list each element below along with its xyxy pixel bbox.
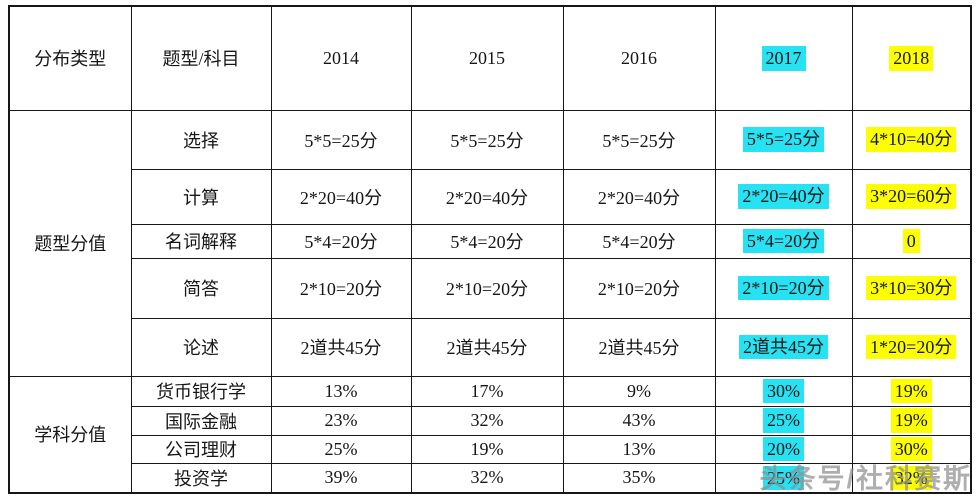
value-cell: 13%: [562, 434, 716, 464]
highlighted-year-2017: 2017: [761, 46, 806, 71]
row-label: 国际金融: [130, 405, 272, 436]
value-cell: 43%: [562, 405, 716, 436]
value-cell: 5*4=20分: [270, 223, 412, 259]
highlighted-value: 20%: [763, 436, 804, 462]
header-year-2016: 2016: [562, 5, 716, 111]
table-row-term-explanation: 名词解释 5*4=20分 5*4=20分 5*4=20分 5*4=20分 0: [9, 223, 972, 259]
value-cell: 2*20=40分: [270, 168, 412, 225]
row-label: 选择: [130, 109, 272, 170]
value-cell: 23%: [270, 405, 412, 436]
header-year-2015: 2015: [410, 5, 564, 111]
value-cell: 19%: [851, 405, 972, 436]
row-label: 简答: [130, 257, 272, 319]
value-cell: 32%: [410, 405, 564, 436]
highlighted-value: 19%: [890, 408, 932, 433]
value-cell: 19%: [410, 434, 564, 464]
value-cell: 2*10=20分: [562, 257, 716, 319]
table-row-corporate-finance: 公司理财 25% 19% 13% 20% 30%: [9, 434, 972, 464]
value-cell: 5*4=20分: [410, 223, 564, 259]
value-cell: 0: [851, 223, 972, 259]
value-cell: 17%: [410, 375, 564, 407]
highlighted-value: 2*10=20分: [738, 275, 829, 301]
value-cell: 2*10=20分: [410, 257, 564, 319]
highlighted-value: 19%: [890, 378, 932, 404]
value-cell: 2*20=40分: [410, 168, 564, 225]
table-row-calculation: 计算 2*20=40分 2*20=40分 2*20=40分 2*20=40分 3…: [9, 168, 972, 225]
highlighted-value: 5*5=25分: [742, 127, 825, 152]
value-cell: 5*5=25分: [562, 109, 716, 170]
highlighted-value: 5*4=20分: [742, 228, 825, 254]
value-cell: 2道共45分: [714, 317, 853, 377]
value-cell: 39%: [270, 462, 412, 494]
row-label: 论述: [130, 317, 272, 377]
value-cell: 30%: [851, 434, 972, 464]
highlighted-value: 30%: [890, 436, 932, 462]
highlighted-value: 3*10=30分: [866, 275, 957, 301]
value-cell: 2*20=40分: [562, 168, 716, 225]
row-label: 货币银行学: [130, 375, 272, 407]
table-row-international-finance: 国际金融 23% 32% 43% 25% 19%: [9, 405, 972, 436]
value-cell: 20%: [714, 434, 853, 464]
highlighted-value: 4*10=40分: [866, 127, 957, 152]
header-year-2018: 2018: [851, 5, 972, 111]
value-cell: 13%: [270, 375, 412, 407]
highlighted-year-2018: 2018: [889, 46, 934, 71]
value-cell: 32%: [410, 462, 564, 494]
section-label-subject-scores: 学科分值: [8, 375, 132, 494]
value-cell: 5*5=25分: [410, 109, 564, 170]
value-cell: 5*4=20分: [562, 223, 716, 259]
table-row-choice: 题型分值 选择 5*5=25分 5*5=25分 5*5=25分 5*5=25分 …: [8, 109, 972, 377]
highlighted-value: 2*20=40分: [738, 184, 829, 209]
value-cell: 3*10=30分: [851, 257, 972, 319]
value-cell: 25%: [714, 405, 853, 436]
value-cell: 2道共45分: [410, 317, 564, 377]
value-cell: 5*5=25分: [270, 109, 412, 170]
header-question-or-subject: 题型/科目: [130, 5, 272, 111]
score-distribution-table: 分布类型 题型/科目 2014 2015 2016 2017 2018 题型分值…: [8, 5, 972, 494]
highlighted-value: 0: [902, 228, 920, 254]
value-cell: 2道共45分: [562, 317, 716, 377]
value-cell: 35%: [562, 462, 716, 494]
section-label-question-type-scores: 题型分值: [8, 109, 132, 377]
value-cell: 5*4=20分: [714, 223, 853, 259]
value-cell: 2*20=40分: [714, 168, 853, 225]
header-year-2017: 2017: [714, 5, 853, 111]
highlighted-value: 1*20=20分: [866, 334, 957, 360]
header-year-2014: 2014: [270, 5, 412, 111]
row-label: 名词解释: [130, 223, 272, 259]
value-cell: 25%: [714, 462, 853, 494]
value-cell: 1*20=20分: [851, 317, 972, 377]
value-cell: 32%: [851, 462, 972, 494]
value-cell: 2道共45分: [270, 317, 412, 377]
value-cell: 3*20=60分: [851, 168, 972, 225]
value-cell: 30%: [714, 375, 853, 407]
table-row-investments: 投资学 39% 32% 35% 25% 32%: [9, 462, 972, 494]
value-cell: 2*10=20分: [714, 257, 853, 319]
value-cell: 5*5=25分: [714, 109, 853, 170]
value-cell: 25%: [270, 434, 412, 464]
table-header-row: 分布类型 题型/科目 2014 2015 2016 2017 2018: [8, 5, 972, 111]
value-cell: 2*10=20分: [270, 257, 412, 319]
table-row-essay: 论述 2道共45分 2道共45分 2道共45分 2道共45分 1*20=20分: [9, 317, 972, 377]
value-cell: 9%: [562, 375, 716, 407]
row-label: 投资学: [130, 462, 272, 494]
highlighted-value: 3*20=60分: [866, 184, 957, 209]
header-distribution-type: 分布类型: [8, 5, 132, 111]
highlighted-value: 25%: [763, 408, 804, 433]
highlighted-value: 25%: [763, 465, 804, 490]
highlighted-value: 30%: [763, 378, 804, 404]
row-label: 计算: [130, 168, 272, 225]
table-row-short-answer: 简答 2*10=20分 2*10=20分 2*10=20分 2*10=20分 3…: [9, 257, 972, 319]
highlighted-value: 32%: [890, 465, 932, 490]
value-cell: 4*10=40分: [851, 109, 972, 170]
row-label: 公司理财: [130, 434, 272, 464]
table-row-money-banking: 学科分值 货币银行学 13% 17% 9% 30% 19%: [8, 375, 972, 494]
value-cell: 19%: [851, 375, 972, 407]
highlighted-value: 2道共45分: [739, 334, 828, 360]
